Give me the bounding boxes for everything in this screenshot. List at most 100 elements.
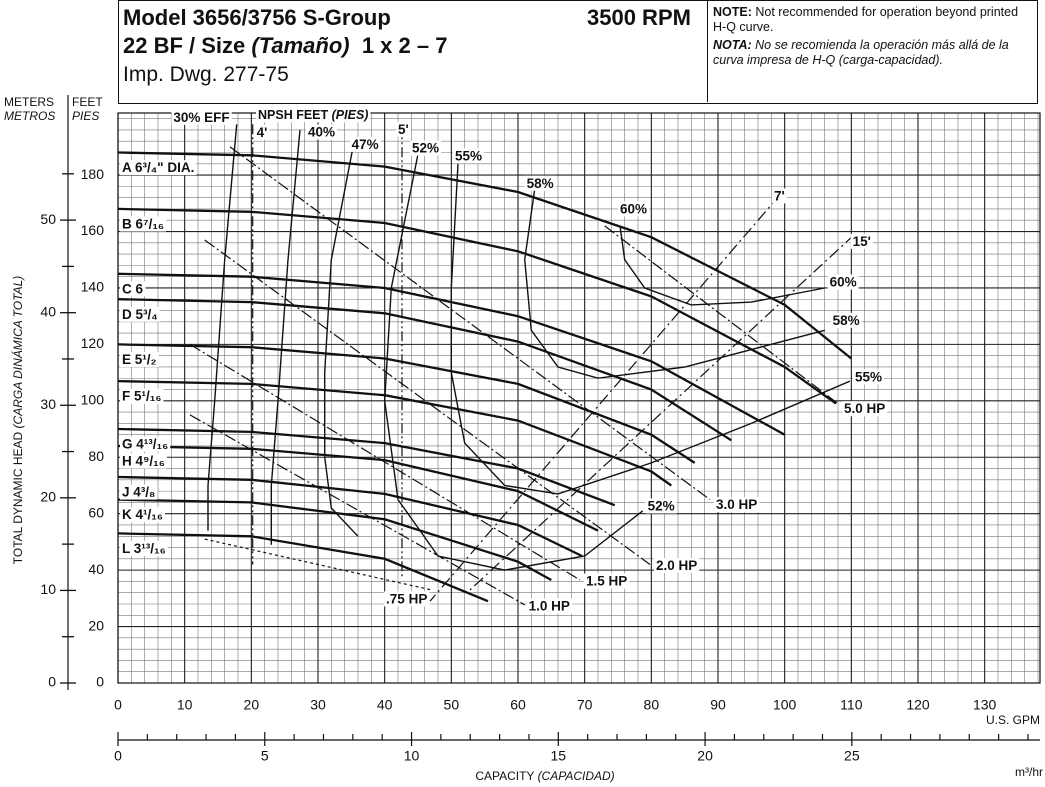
- efficiency-label-group: 60%: [618, 201, 650, 217]
- x-tick-label: 40: [377, 697, 393, 713]
- impeller-curve: [117, 298, 732, 442]
- efficiency-label-group: 52%: [410, 140, 442, 156]
- efficiency-label: 55%: [455, 148, 482, 163]
- efficiency-curve: [383, 143, 644, 571]
- y2-tick-label: 50: [40, 211, 56, 227]
- label-background: [410, 140, 442, 156]
- y-tick-label: 80: [88, 448, 104, 464]
- plot-frame: [117, 112, 1041, 684]
- label-background: [306, 124, 338, 140]
- efficiency-label-group: 55%: [453, 148, 485, 164]
- x-tick-label: 100: [773, 697, 797, 713]
- npsh-label-group: 5': [396, 121, 411, 137]
- note-label: NOTE:: [713, 5, 752, 19]
- y-tick-label: 0: [96, 674, 104, 690]
- x-tick-label: 70: [577, 697, 593, 713]
- x-label: CAPACITY: [475, 769, 534, 783]
- efficiency-label-group: 60%: [827, 274, 859, 290]
- label-background: [827, 274, 859, 290]
- y2-tick-label: 40: [40, 303, 56, 319]
- impeller-curve: [117, 532, 489, 603]
- label-background: [254, 124, 270, 140]
- efficiency-label: 55%: [855, 370, 882, 385]
- label-background: [618, 201, 650, 217]
- note-label-es: NOTA:: [713, 38, 752, 52]
- impeller-label-group: C 6: [120, 281, 146, 297]
- label-background: [384, 591, 430, 607]
- x2-tick-label: 20: [697, 748, 713, 764]
- y-tick-label: 120: [81, 335, 105, 351]
- y-tick-label: 20: [88, 617, 104, 633]
- y2-tick-label: 30: [40, 396, 56, 412]
- npsh-line: [429, 194, 781, 602]
- speed: 3500 RPM: [587, 5, 691, 30]
- label-background: [120, 436, 171, 452]
- label-background: [120, 541, 168, 557]
- x-unit: U.S. GPM: [986, 713, 1040, 727]
- impeller-label-group: J 4³/₈: [120, 484, 158, 500]
- npsh-label: 5': [398, 122, 409, 137]
- note-text-es: No se recomienda la operación más allá d…: [713, 38, 1009, 67]
- power-label: 5.0 HP: [844, 401, 885, 416]
- impeller-label-group: D 5³/₄: [120, 306, 160, 322]
- impeller-curve: [117, 151, 853, 360]
- efficiency-label: 58%: [833, 313, 860, 328]
- npsh-title-en: NPSH FEET: [258, 108, 329, 122]
- impeller-label: D 5³/₄: [122, 307, 158, 322]
- efficiency-label-group: 58%: [830, 312, 862, 328]
- impeller-label-group: A 6³/₄" DIA.: [120, 160, 197, 176]
- efficiency-label: 30% EFF: [173, 110, 229, 125]
- efficiency-label: 47%: [352, 137, 379, 152]
- size-line: 22 BF / Size (Tamaño) 1 x 2 – 7: [123, 33, 447, 59]
- x-tick-label: 10: [177, 697, 193, 713]
- impeller-label-group: L 3¹³/₁₆: [120, 541, 168, 557]
- efficiency-label-group: 58%: [524, 175, 556, 191]
- y-tick-label: 140: [81, 279, 105, 295]
- impeller-label: K 4¹/₁₆: [122, 507, 163, 522]
- impeller-label: F 5¹/₁₆: [122, 389, 161, 404]
- efficiency-curve: [324, 138, 359, 537]
- impeller-label-group: B 6⁷/₁₆: [120, 216, 167, 232]
- efficiency-label-group: 52%: [645, 498, 677, 514]
- x-tick-label: 30: [310, 697, 326, 713]
- y-unit: FEET: [72, 95, 103, 109]
- label-background: [453, 148, 485, 164]
- x2-tick-label: 15: [551, 748, 567, 764]
- label-background: [524, 175, 556, 191]
- impeller-curve: [117, 343, 696, 464]
- power-label: 3.0 HP: [716, 497, 757, 512]
- x-tick-label: 90: [710, 697, 726, 713]
- y2-tick-label: 0: [48, 674, 56, 690]
- npsh-label-group: 4': [254, 124, 270, 140]
- impeller-curve: [117, 475, 583, 558]
- power-label: 2.0 HP: [656, 558, 697, 573]
- impeller-label: G 4¹³/₁₆: [122, 437, 168, 452]
- label-background: [256, 108, 371, 123]
- power-line: [604, 225, 839, 405]
- y2-unit: METERS: [4, 95, 54, 109]
- y2-tick-label: 20: [40, 489, 56, 505]
- label-background: [120, 507, 165, 523]
- power-label-group: 5.0 HP: [842, 401, 888, 417]
- label-background: [842, 401, 888, 417]
- label-background: [396, 121, 411, 137]
- power-line: [204, 538, 432, 591]
- impeller-curve: [117, 379, 672, 487]
- impeller-label: A 6³/₄" DIA.: [122, 160, 194, 175]
- model-title: Model 3656/3756 S-Group: [123, 5, 391, 30]
- efficiency-label-group: 47%: [349, 136, 381, 152]
- impeller-label: B 6⁷/₁₆: [122, 217, 164, 232]
- note-box: NOTE: Not recommended for operation beyo…: [707, 1, 1039, 102]
- efficiency-curve: [619, 225, 825, 306]
- impeller-label-group: H 4⁹/₁₆: [120, 453, 167, 469]
- power-line: [229, 146, 711, 501]
- impeller-curve: [117, 207, 837, 405]
- y-axis-title: TOTAL DYNAMIC HEAD (CARGA DINÁMICA TOTAL…: [10, 276, 25, 565]
- impeller-label: L 3¹³/₁₆: [122, 541, 166, 556]
- impeller-curve: [117, 272, 786, 436]
- x-tick-label: 20: [244, 697, 260, 713]
- impeller-curve: [117, 427, 616, 507]
- label-background: [772, 188, 787, 204]
- label-background: [120, 306, 160, 322]
